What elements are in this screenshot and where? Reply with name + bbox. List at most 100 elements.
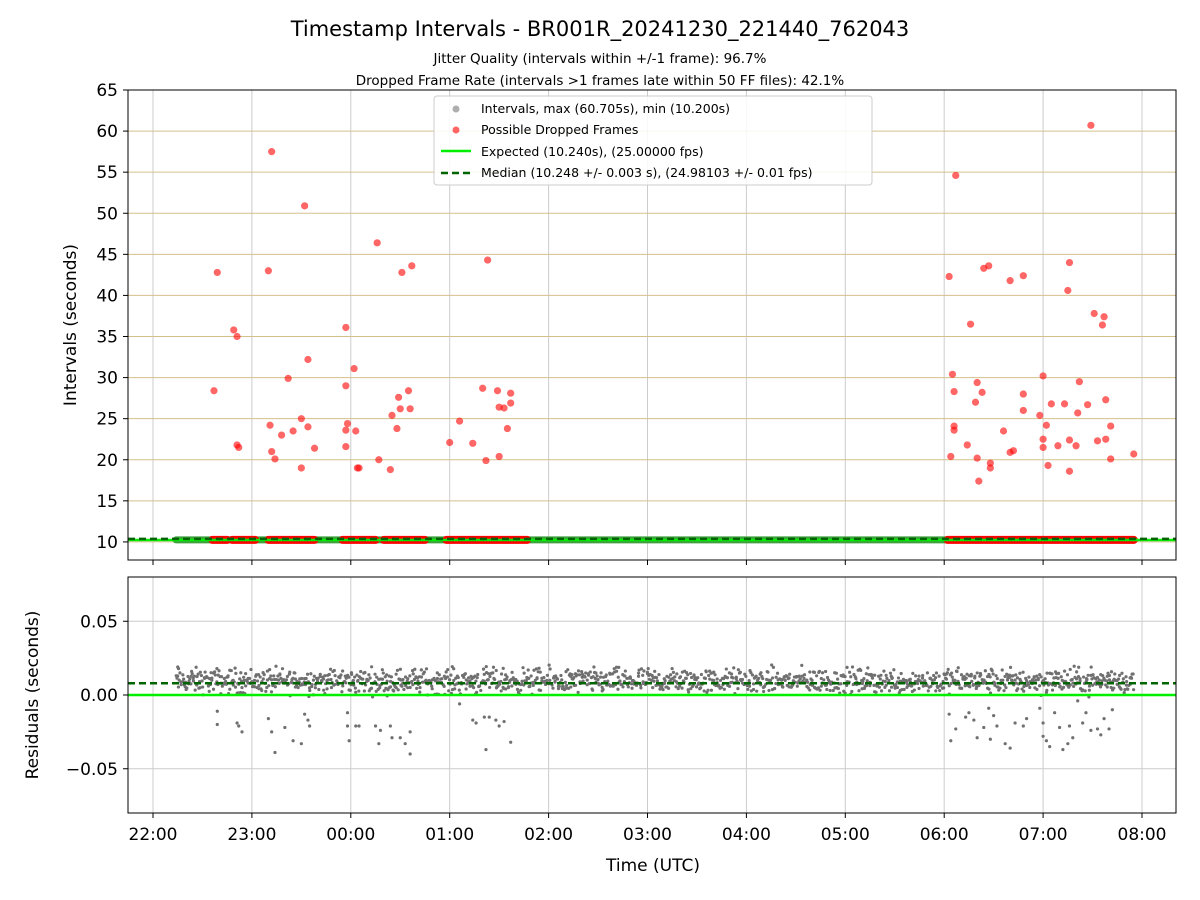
residual-point	[592, 665, 596, 669]
residual-point	[616, 687, 620, 691]
residual-point	[527, 676, 531, 681]
dropped-frame-point	[1075, 378, 1083, 386]
residual-outlier-point	[1076, 699, 1080, 703]
residual-point	[311, 678, 316, 682]
residual-outlier-point	[949, 739, 953, 743]
residual-point	[988, 691, 993, 695]
residual-point	[660, 685, 664, 689]
residual-point	[719, 685, 723, 690]
residual-point	[703, 676, 708, 680]
residual-point	[1026, 682, 1031, 687]
residual-point	[759, 671, 763, 675]
residual-point	[620, 682, 624, 686]
residual-point	[890, 676, 894, 680]
residual-point	[593, 676, 597, 681]
dropped-frame-point	[975, 477, 983, 485]
residual-point	[971, 682, 975, 687]
residual-point	[244, 672, 248, 676]
residual-point	[740, 677, 745, 682]
residual-point	[312, 674, 316, 678]
residual-point	[269, 690, 274, 694]
residual-point	[676, 686, 680, 691]
residual-outlier-point	[215, 709, 219, 713]
residual-point	[865, 679, 869, 683]
residual-point	[486, 678, 490, 682]
residual-point	[1071, 681, 1075, 685]
residual-point	[983, 669, 987, 673]
residual-point	[394, 686, 398, 690]
residual-point	[380, 677, 385, 681]
residual-point	[484, 664, 488, 669]
residual-point	[255, 679, 260, 683]
residual-point	[887, 679, 891, 683]
residual-point	[193, 688, 197, 692]
residual-point	[1075, 670, 1079, 674]
residual-outlier-point	[487, 715, 491, 719]
residual-point	[827, 680, 832, 684]
dropped-frame-point	[1042, 421, 1050, 429]
residual-point	[491, 671, 495, 675]
dropped-frame-point	[277, 431, 286, 439]
dropped-frame-point	[1098, 321, 1107, 329]
residual-point	[787, 676, 791, 680]
residual-point	[1097, 678, 1101, 682]
x-tick-label: 05:00	[821, 825, 870, 845]
residual-point	[510, 684, 514, 688]
residual-point	[709, 688, 714, 692]
residual-point	[359, 669, 363, 674]
dropped-frame-point	[973, 454, 981, 462]
dropped-frame-point	[388, 411, 396, 419]
top-y-tick-label: 65	[96, 81, 118, 101]
residual-point	[341, 669, 345, 673]
residual-point	[394, 672, 398, 676]
residual-point	[587, 673, 591, 677]
dropped-frame-point	[507, 389, 515, 397]
residual-point	[233, 666, 237, 670]
residual-point	[722, 677, 726, 681]
residual-point	[433, 679, 438, 683]
residual-outlier-point	[967, 711, 971, 715]
residual-point	[677, 684, 682, 688]
residual-point	[808, 688, 812, 692]
residual-point	[542, 676, 546, 680]
residual-outlier-point	[390, 736, 394, 740]
residual-point	[857, 689, 861, 693]
residual-point	[1045, 688, 1049, 692]
residual-point	[1045, 671, 1049, 675]
dropped-frame-point	[230, 326, 238, 334]
dropped-frame-point	[1064, 286, 1072, 295]
residual-outlier-point	[1021, 724, 1025, 728]
residual-point	[1028, 685, 1032, 690]
residual-point	[553, 680, 557, 684]
residual-point	[1132, 688, 1136, 692]
residual-point	[715, 677, 719, 681]
residual-point	[198, 670, 202, 674]
residual-point	[446, 667, 450, 672]
residual-point	[1039, 675, 1043, 679]
residual-point	[435, 676, 439, 681]
residual-point	[301, 682, 305, 687]
residual-point	[220, 684, 224, 688]
residual-point	[1057, 671, 1061, 675]
dropped-frame-point	[268, 447, 276, 456]
residual-point	[505, 675, 509, 679]
residual-point	[915, 681, 920, 686]
dropped-frame-point	[310, 444, 319, 452]
residual-point	[272, 674, 276, 678]
residual-point	[825, 687, 829, 692]
top-y-tick-label: 35	[96, 328, 118, 348]
residual-point	[594, 671, 598, 675]
residual-outlier-point	[975, 736, 979, 740]
residual-point	[680, 686, 684, 690]
residual-point	[699, 686, 703, 690]
residual-point	[585, 678, 589, 682]
legend-label-expected: Expected (10.240s), (25.00000 fps)	[481, 144, 703, 159]
residual-point	[1058, 684, 1062, 689]
residual-point	[864, 684, 869, 688]
residual-point	[621, 685, 625, 689]
residual-point	[1008, 665, 1013, 669]
residual-point	[654, 675, 659, 680]
residual-point	[350, 672, 354, 677]
residual-point	[598, 675, 603, 679]
dropped-frame-point	[297, 415, 305, 423]
